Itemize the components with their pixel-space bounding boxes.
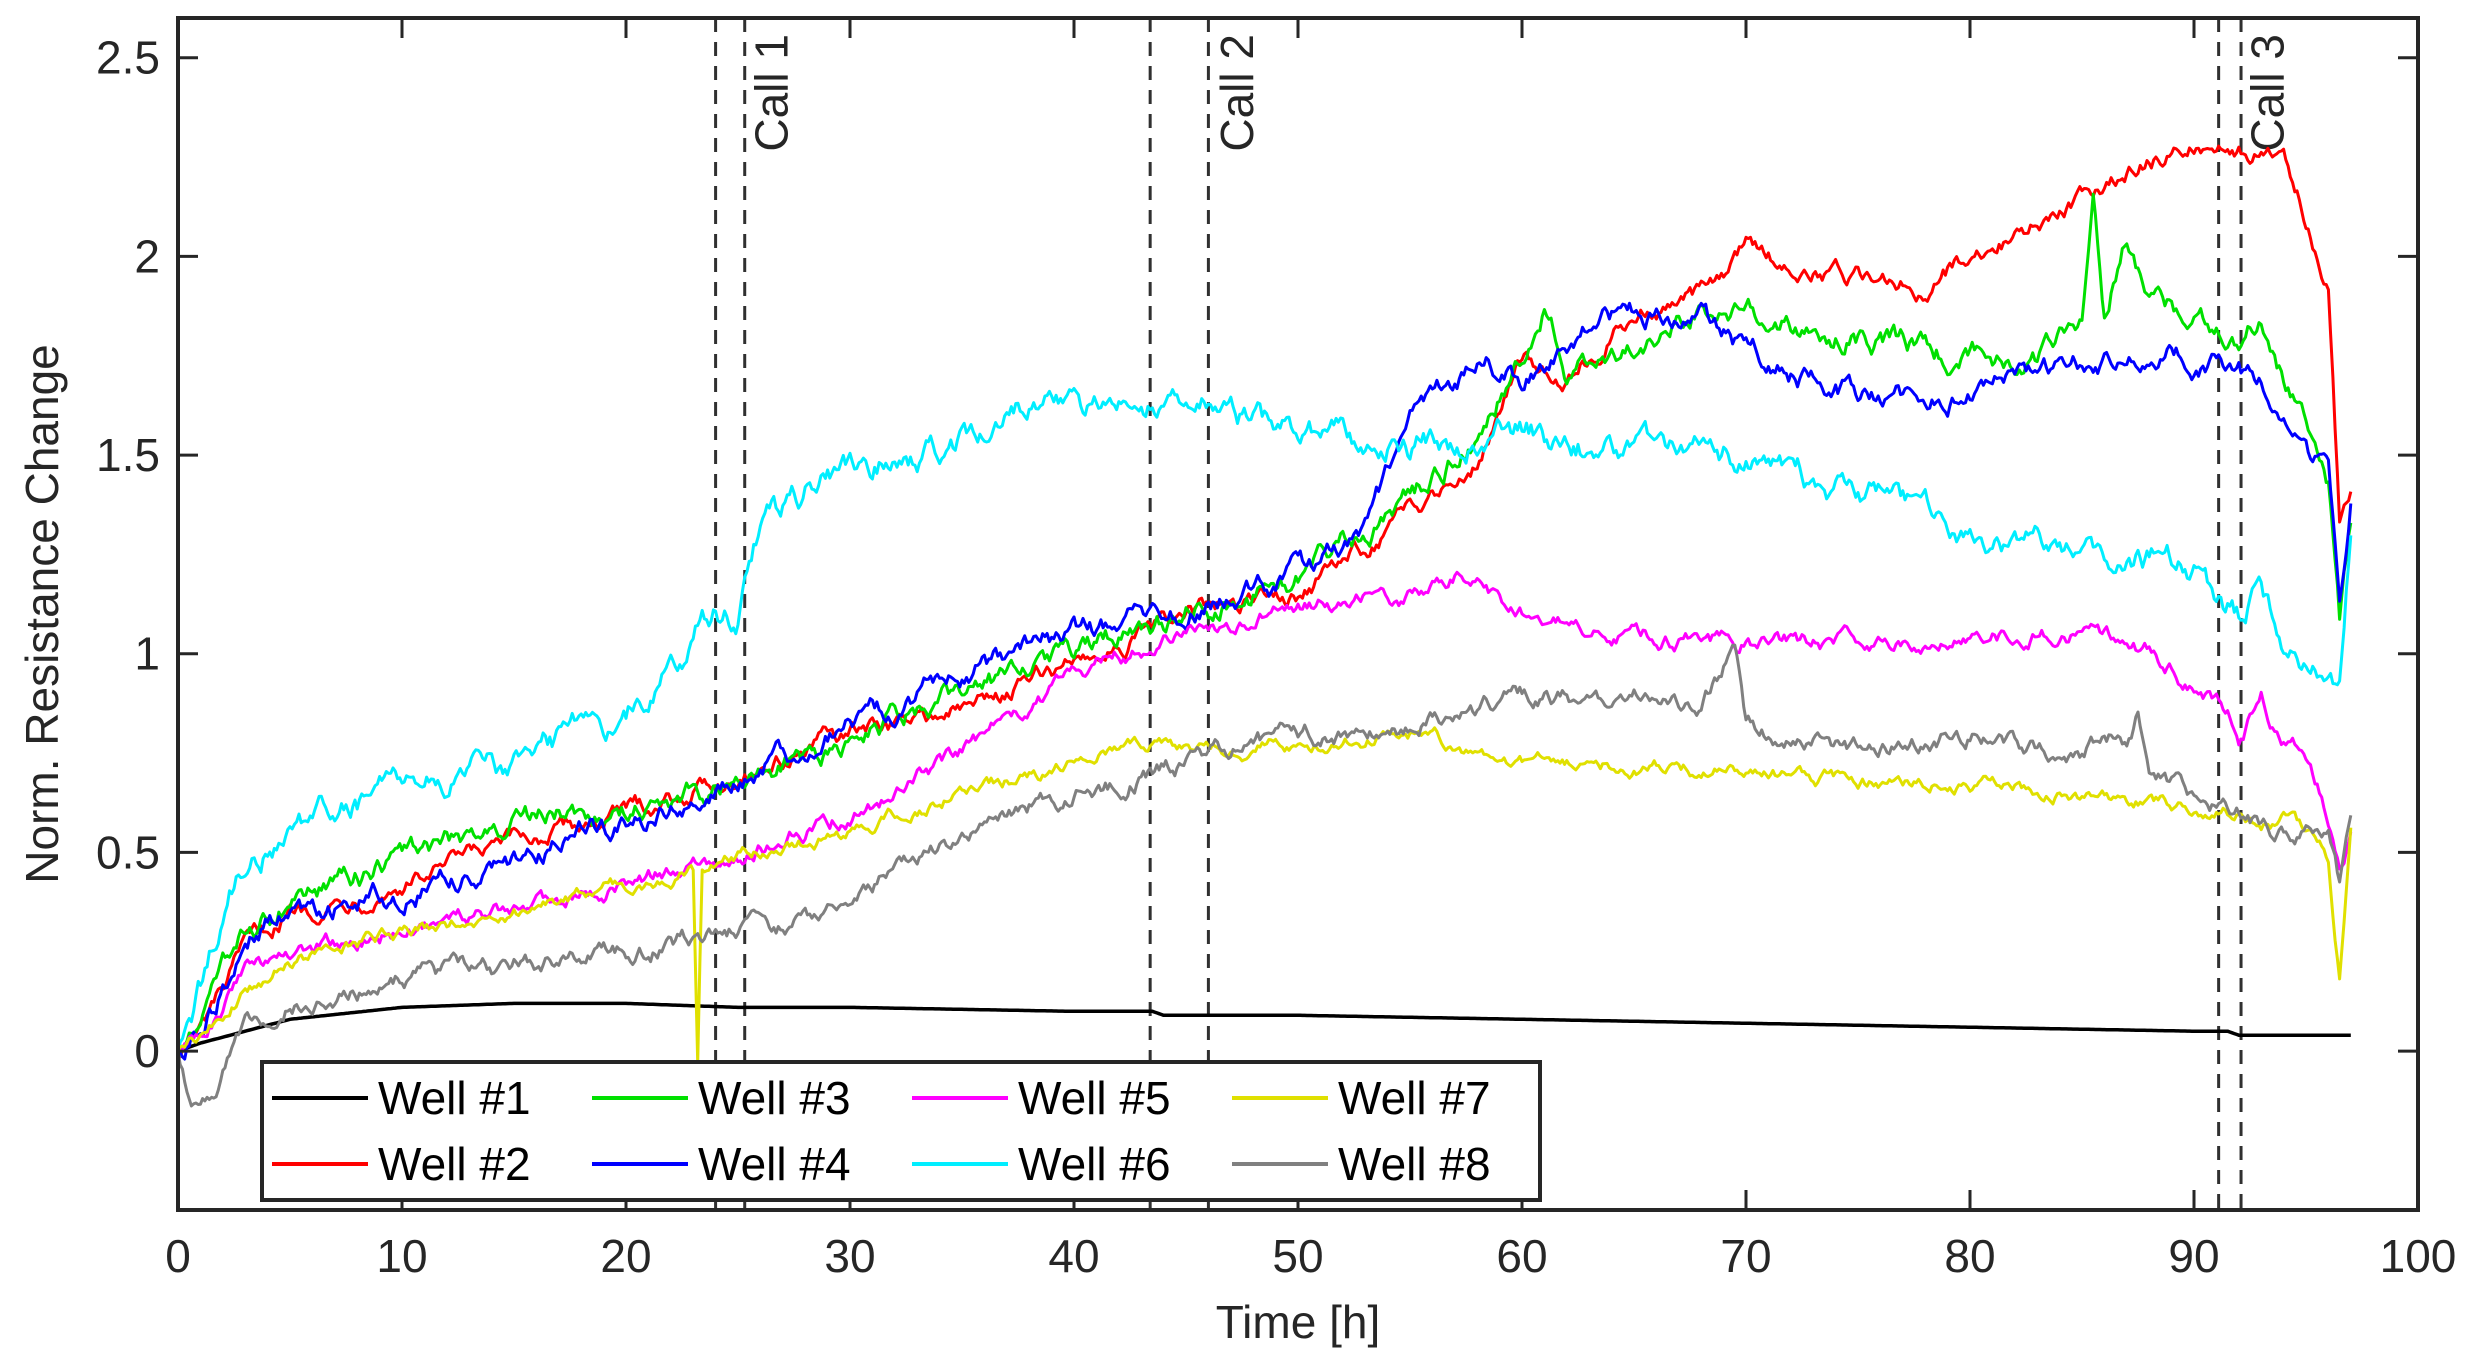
x-tick-label-4: 40: [1048, 1230, 1099, 1282]
legend-label-5: Well #5: [1018, 1072, 1171, 1124]
x-tick-label-8: 80: [1944, 1230, 1995, 1282]
x-tick-label-7: 70: [1720, 1230, 1771, 1282]
x-tick-label-3: 30: [824, 1230, 875, 1282]
x-tick-label-0: 0: [165, 1230, 191, 1282]
y-tick-label-0: 0: [134, 1025, 160, 1077]
y-tick-label-5: 2.5: [96, 32, 160, 84]
series-line-2: [176, 144, 2353, 1059]
event-label-3: Call 3: [2242, 34, 2294, 152]
legend-label-1: Well #1: [378, 1072, 531, 1124]
x-tick-label-9: 90: [2168, 1230, 2219, 1282]
series-line-3: [177, 192, 2353, 1058]
series-lines: [176, 144, 2353, 1108]
x-tick-label-1: 10: [376, 1230, 427, 1282]
series-line-7: [176, 726, 2353, 1064]
y-tick-label-4: 2: [134, 230, 160, 282]
legend-label-6: Well #6: [1018, 1138, 1171, 1190]
legend-label-4: Well #4: [698, 1138, 851, 1190]
legend-label-2: Well #2: [378, 1138, 531, 1190]
legend: Well #1 Well #2 Well #3 Well #4 Well #5 Well …: [260, 1060, 1542, 1202]
event-label-1: Call 1: [745, 34, 797, 152]
x-tick-label-6: 60: [1496, 1230, 1547, 1282]
legend-box: [260, 1060, 1542, 1202]
legend-label-3: Well #3: [698, 1072, 851, 1124]
x-tick-label-2: 20: [600, 1230, 651, 1282]
axis-labels: Time [h] Norm. Resistance Change: [16, 344, 1380, 1348]
event-markers: Call 1 Call 2 Call 3: [714, 18, 2294, 1210]
y-tick-label-1: 0.5: [96, 826, 160, 878]
series-line-5: [176, 570, 2353, 1054]
y-tick-label-2: 1: [134, 628, 160, 680]
y-tick-label-3: 1.5: [96, 429, 160, 481]
series-line-6: [176, 387, 2353, 1053]
x-tick-label-10: 100: [2380, 1230, 2457, 1282]
event-label-2: Call 2: [1211, 34, 1263, 152]
x-tick-label-5: 50: [1272, 1230, 1323, 1282]
series-line-4: [177, 301, 2353, 1061]
series-line-1: [177, 1001, 2351, 1053]
axes: 0 10 20 30 40 50 60 70 80 90 100 0 0.5 1 1.5 2 2.5: [96, 16, 2457, 1282]
legend-label-7: Well #7: [1338, 1072, 1491, 1124]
legend-label-8: Well #8: [1338, 1138, 1491, 1190]
x-axis-label: Time [h]: [1216, 1296, 1380, 1348]
series-line-8: [176, 643, 2353, 1108]
y-axis-label: Norm. Resistance Change: [16, 344, 68, 883]
